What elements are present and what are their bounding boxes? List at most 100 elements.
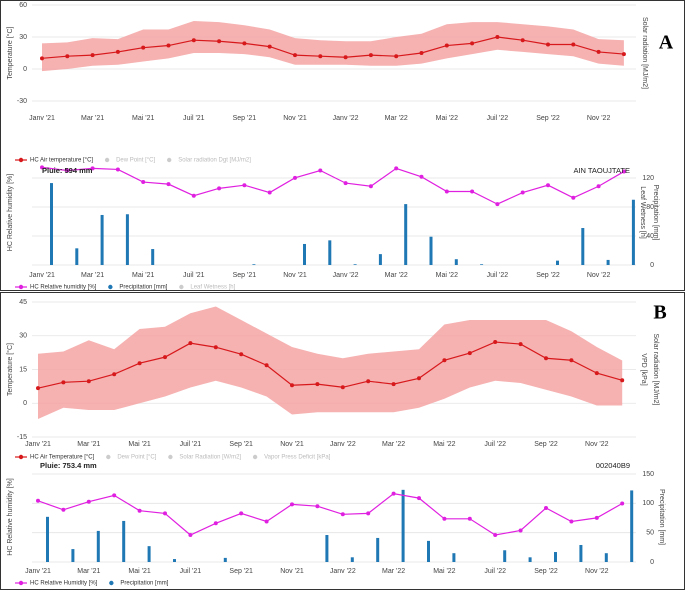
panel-label: B	[653, 302, 666, 324]
x-tick-label: Janv '21	[29, 272, 55, 279]
legend-label: Dew Point [°C]	[116, 158, 155, 164]
x-tick-label: Mai '21	[128, 568, 150, 575]
point	[620, 378, 625, 383]
y-axis-title: Temperature [°C]	[6, 26, 14, 79]
y2-axis-title: Solar radiation [MJ/m2]	[652, 334, 659, 406]
point	[493, 340, 498, 345]
station-id: AIN TAOUJTATE	[573, 166, 630, 175]
legend-item: Precipitation [mm]	[109, 581, 169, 587]
point	[36, 386, 40, 391]
point	[544, 506, 548, 510]
legend-label: HC Relative Humidity [%]	[30, 581, 98, 587]
x-tick-label: Janv '22	[330, 568, 356, 575]
y2-tick-label: 120	[642, 175, 654, 182]
y-tick-label: 0	[23, 66, 27, 73]
point	[391, 382, 396, 387]
x-tick-label: Mai '21	[132, 115, 154, 122]
bar	[528, 557, 532, 562]
point	[166, 182, 171, 187]
point	[40, 56, 44, 61]
point	[495, 35, 500, 39]
point	[188, 533, 193, 537]
point	[166, 43, 171, 48]
y2-tick-label: 150	[642, 471, 654, 478]
point	[163, 511, 167, 516]
bar	[606, 259, 610, 265]
legend-label: Solar Radiation [W/m2]	[179, 455, 241, 461]
bar	[353, 264, 357, 265]
y2-axis-title: Precipitation [mm]	[652, 184, 659, 240]
point	[444, 43, 449, 48]
y-axis-title: Temperature [°C]	[6, 343, 14, 396]
point	[213, 521, 218, 526]
x-tick-label: Sep '22	[536, 272, 560, 279]
point	[65, 168, 70, 173]
point	[546, 183, 550, 188]
point	[163, 355, 167, 360]
bar	[454, 259, 458, 265]
bar	[579, 544, 583, 562]
bar	[429, 236, 433, 265]
point	[518, 342, 523, 347]
legend-label: Vapor Press Deficit [kPa]	[264, 455, 331, 461]
bar	[173, 559, 176, 562]
point	[569, 358, 574, 363]
x-tick-label: Mar '21	[81, 115, 104, 122]
x-tick-label: Sep '22	[534, 568, 558, 575]
point	[213, 345, 218, 350]
point	[571, 195, 576, 200]
x-tick-label: Sep '22	[536, 115, 560, 122]
line	[37, 492, 623, 536]
y-tick-label: 0	[23, 400, 27, 407]
x-tick-label: Mar '22	[382, 568, 405, 575]
point	[65, 54, 70, 59]
point	[137, 361, 142, 366]
point	[569, 519, 574, 524]
y2-tick-label: 100	[642, 500, 654, 507]
y-tick-label: -15	[17, 434, 27, 441]
bar	[252, 264, 256, 265]
point	[315, 504, 320, 509]
y2-tick-label: 50	[646, 530, 654, 537]
x-tick-label: Janv '22	[333, 272, 359, 279]
legend-item: Solar Radiation [W/m2]	[168, 455, 241, 461]
legend-marker	[109, 580, 114, 586]
x-tick-label: Mar '22	[382, 441, 405, 448]
point	[394, 166, 399, 171]
point	[217, 39, 222, 44]
point	[115, 49, 120, 54]
point	[493, 533, 498, 537]
legend-label: Leaf Wetness [h]	[190, 285, 235, 291]
point	[470, 41, 475, 46]
legend-marker	[104, 157, 110, 163]
bar	[404, 204, 408, 265]
bar	[452, 553, 456, 562]
point	[112, 372, 117, 377]
point	[340, 385, 345, 390]
x-tick-label: Sep '22	[534, 441, 558, 448]
x-tick-label: Mar '21	[77, 568, 100, 575]
point	[290, 502, 294, 507]
point	[264, 519, 269, 524]
point	[366, 379, 371, 384]
point	[36, 498, 40, 503]
x-tick-label: Nov '21	[280, 441, 304, 448]
point	[90, 53, 95, 58]
point	[188, 341, 193, 346]
y2-tick-label: 40	[646, 233, 654, 240]
x-tick-label: Nov '21	[283, 115, 307, 122]
bar	[147, 546, 151, 562]
y-tick-label: 60	[19, 2, 27, 9]
y-axis-title: HC Relative humidity [%]	[7, 478, 14, 555]
legend-marker	[166, 157, 172, 163]
point	[419, 174, 424, 179]
bar	[96, 530, 100, 562]
bar	[125, 214, 129, 265]
legend-label: HC Air temperature [°C]	[30, 158, 93, 164]
bar	[100, 214, 104, 265]
x-tick-label: Juil '21	[180, 441, 202, 448]
bar	[122, 520, 126, 562]
point	[239, 352, 244, 357]
y2-axis-title: Leaf Wetness [h]	[639, 186, 646, 238]
bar	[556, 260, 559, 265]
